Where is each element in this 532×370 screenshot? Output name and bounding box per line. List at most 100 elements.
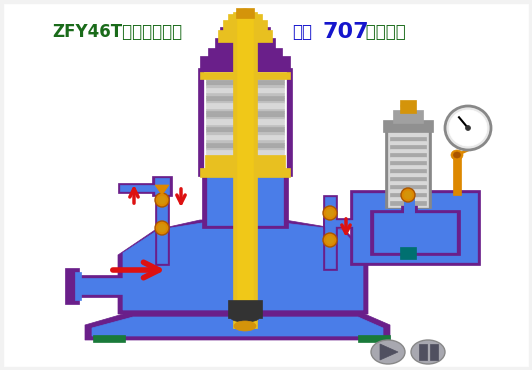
Bar	[206, 135, 284, 137]
Ellipse shape	[411, 340, 445, 364]
Bar	[206, 85, 284, 88]
Bar	[206, 164, 284, 166]
Bar	[155, 185, 169, 265]
Bar	[390, 141, 426, 145]
Bar	[206, 93, 284, 95]
Bar	[390, 177, 426, 181]
Polygon shape	[118, 220, 368, 314]
Bar	[206, 150, 284, 152]
Bar	[206, 105, 284, 109]
Bar	[206, 132, 284, 135]
Bar	[206, 82, 284, 85]
Polygon shape	[155, 185, 169, 195]
Bar	[206, 90, 284, 93]
Bar	[207, 173, 283, 225]
Bar	[200, 72, 290, 79]
Bar	[71, 278, 145, 294]
Bar	[206, 98, 284, 101]
Bar	[206, 156, 284, 158]
Bar	[419, 344, 427, 360]
Bar	[157, 187, 167, 263]
Ellipse shape	[155, 221, 169, 235]
Bar	[206, 145, 284, 148]
Bar	[390, 185, 426, 189]
Bar	[390, 165, 426, 169]
Ellipse shape	[401, 102, 415, 110]
Ellipse shape	[449, 110, 487, 146]
Bar	[206, 129, 284, 132]
Bar	[390, 145, 426, 149]
Bar	[388, 131, 428, 207]
Text: 化工: 化工	[292, 23, 312, 41]
Bar	[236, 8, 254, 18]
Text: 剪辑制作: 剪辑制作	[360, 23, 406, 41]
Bar	[215, 38, 275, 51]
Bar	[323, 195, 337, 270]
Bar	[206, 109, 284, 111]
Bar	[390, 133, 426, 137]
Bar	[204, 72, 286, 174]
Bar	[237, 12, 253, 328]
Ellipse shape	[401, 188, 415, 202]
Bar	[120, 185, 166, 191]
Bar	[218, 30, 272, 42]
Bar	[390, 157, 426, 161]
Bar	[93, 335, 125, 342]
Polygon shape	[374, 213, 456, 252]
Bar	[390, 173, 426, 177]
Bar	[65, 268, 79, 304]
Bar	[390, 137, 426, 141]
Bar	[206, 142, 284, 145]
Bar	[228, 300, 262, 318]
Bar	[206, 113, 284, 117]
Ellipse shape	[158, 196, 166, 204]
Bar	[385, 128, 431, 208]
Bar	[404, 193, 414, 213]
Bar	[323, 218, 383, 228]
Polygon shape	[370, 210, 460, 255]
Bar	[390, 189, 426, 193]
Bar	[358, 335, 390, 342]
Polygon shape	[123, 223, 363, 310]
Bar	[390, 161, 426, 165]
Bar	[223, 20, 267, 34]
Bar	[206, 74, 284, 78]
Bar	[206, 127, 284, 129]
Ellipse shape	[404, 191, 412, 199]
Bar	[208, 48, 282, 60]
Bar	[206, 125, 284, 127]
Ellipse shape	[323, 233, 337, 247]
Bar	[206, 119, 284, 121]
Bar	[206, 111, 284, 113]
Bar	[383, 120, 433, 132]
Bar	[198, 68, 292, 176]
Ellipse shape	[326, 209, 334, 217]
Bar	[206, 166, 284, 168]
Text: 707: 707	[322, 22, 369, 42]
Ellipse shape	[371, 340, 405, 364]
Bar	[206, 160, 284, 164]
Bar	[453, 155, 461, 195]
Bar	[220, 27, 270, 41]
Bar	[155, 178, 169, 194]
Bar	[68, 275, 148, 297]
Bar	[75, 272, 81, 300]
Bar	[404, 193, 414, 213]
Bar	[393, 110, 423, 123]
Bar	[206, 121, 284, 125]
Bar	[390, 169, 426, 173]
Bar	[400, 247, 416, 259]
Bar	[325, 220, 381, 226]
Ellipse shape	[158, 224, 166, 232]
Ellipse shape	[445, 106, 491, 150]
Bar	[200, 168, 290, 177]
Bar	[200, 56, 290, 70]
Ellipse shape	[326, 236, 334, 244]
Ellipse shape	[237, 9, 253, 17]
Bar	[206, 117, 284, 119]
Ellipse shape	[231, 314, 259, 322]
Bar	[390, 193, 426, 197]
Ellipse shape	[466, 125, 470, 131]
Bar	[325, 197, 335, 268]
Polygon shape	[380, 344, 398, 360]
